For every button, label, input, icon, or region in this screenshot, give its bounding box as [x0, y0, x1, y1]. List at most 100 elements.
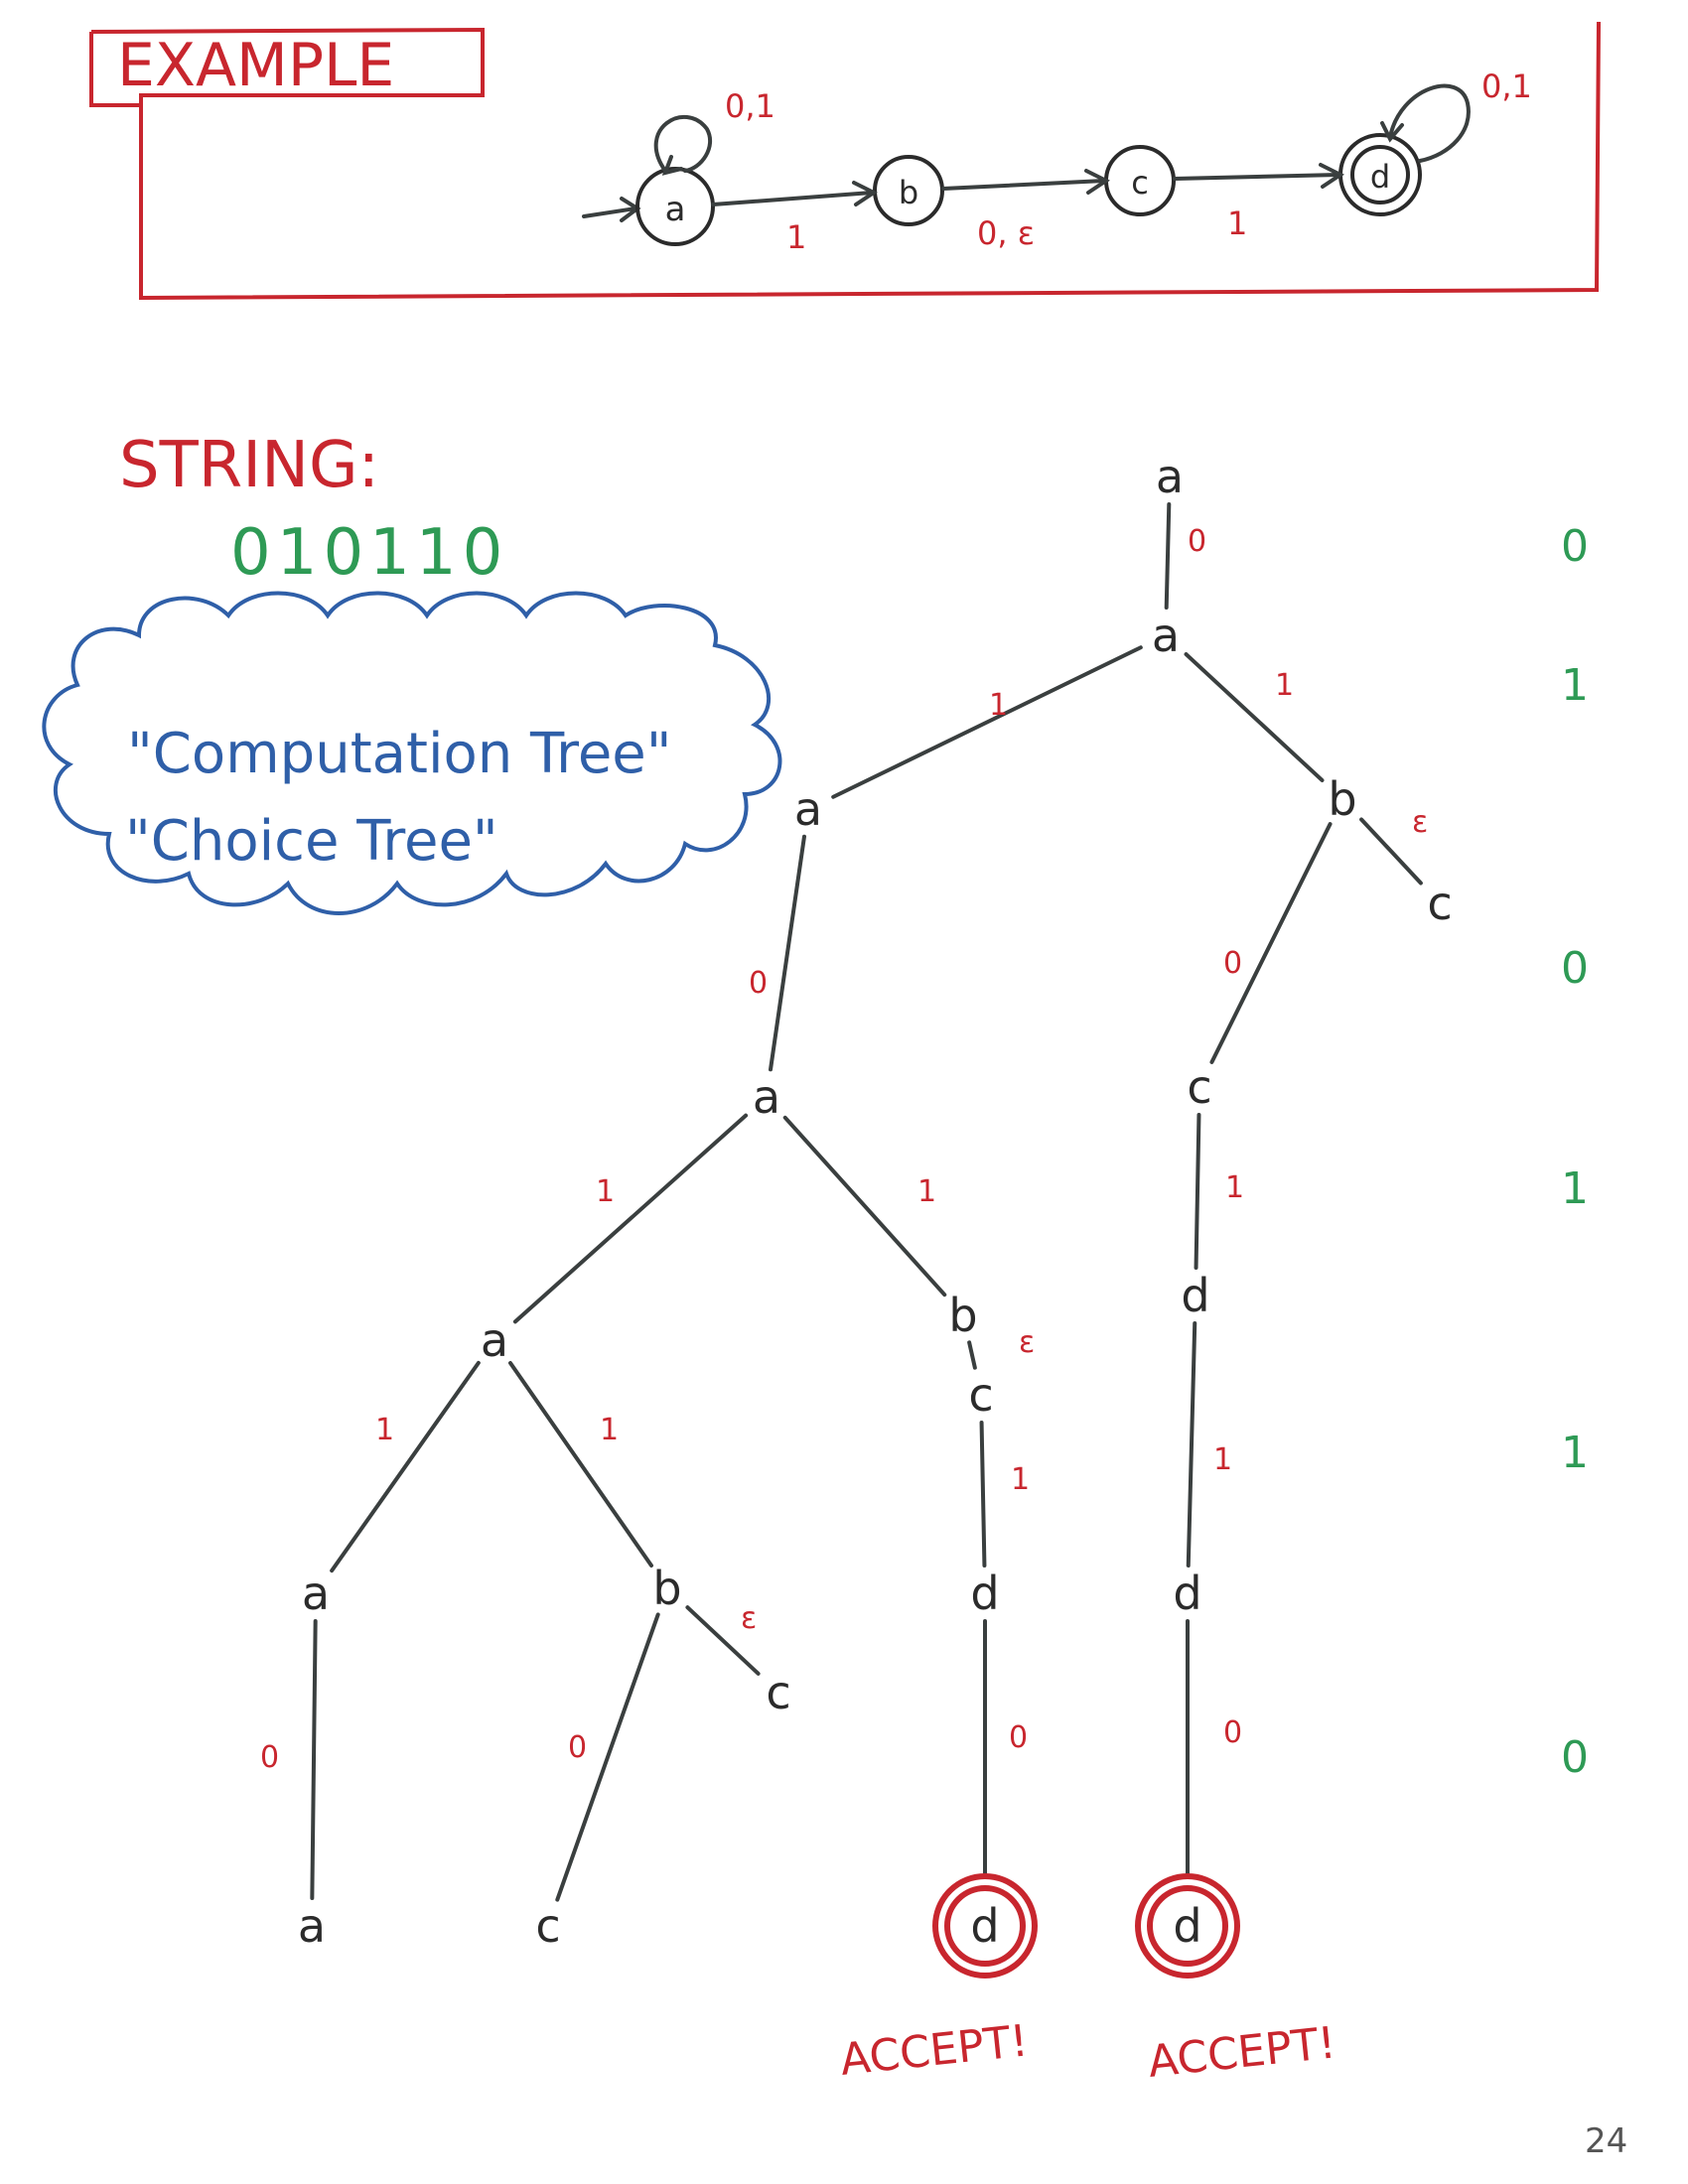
tree-edge-n1-n3: [1184, 652, 1325, 782]
tree-edge-n5-n7: [512, 1113, 749, 1324]
tree-edge-label-n12-n13: ε: [741, 1601, 757, 1636]
tree-edge-label-n10-n15: 1: [1213, 1442, 1232, 1477]
tree-edge-label-n1-n3: 1: [1275, 668, 1294, 703]
nfa-edge-a-b-head: [852, 181, 878, 206]
nfa-loop-d: [1388, 83, 1471, 163]
tree-node-n2: a: [794, 782, 822, 836]
tree-node-n14: d: [970, 1567, 999, 1620]
input-bit-5: 0: [1561, 1732, 1589, 1783]
tree-edge-n1-n2: [831, 645, 1143, 799]
accept-ring-n18-1: [944, 1885, 1026, 1967]
cloud-line-2: "Choice Tree": [125, 809, 498, 874]
example-heading: EXAMPLE: [117, 31, 394, 100]
input-bit-2: 0: [1561, 943, 1589, 994]
tree-edge-label-n9-n14: 1: [1011, 1462, 1030, 1497]
tree-node-n4: c: [1427, 877, 1452, 930]
nfa-edge-b-c: [941, 179, 1106, 191]
input-bit-1: 1: [1561, 660, 1589, 711]
tree-node-n11: a: [302, 1567, 330, 1620]
tree-edge-n6-n10: [1194, 1112, 1201, 1271]
accept-ring-n19-1: [1147, 1885, 1228, 1967]
example-frame: EXAMPLE: [89, 21, 1601, 301]
tree-edge-label-n1-n2: 1: [989, 688, 1008, 723]
tree-node-n9: c: [968, 1368, 993, 1422]
tree-edge-label-n5-n8: 1: [917, 1174, 936, 1209]
cloud-callout: "Computation Tree" "Choice Tree": [42, 591, 782, 915]
nfa-state-d-inner: [1350, 145, 1410, 205]
tree-edge-n2-n5: [769, 834, 806, 1072]
nfa-state-a-label: a: [665, 190, 686, 229]
tree-node-n10: d: [1181, 1269, 1209, 1322]
cloud-outline: [42, 591, 782, 915]
tree-edge-label-n14-n18: 0: [1009, 1720, 1028, 1755]
tree-node-n0: a: [1156, 450, 1184, 503]
cloud-line-1: "Computation Tree": [127, 722, 672, 786]
tree-edge-n8-n9: [967, 1340, 977, 1370]
tree-edge-n7-n11: [330, 1360, 481, 1573]
accept-label-left: ACCEPT!: [838, 2015, 1031, 2086]
tree-node-n6: c: [1187, 1060, 1211, 1114]
tree-edge-label-n7-n12: 1: [600, 1413, 619, 1447]
tree-node-n1: a: [1152, 609, 1180, 662]
nfa-state-b-label: b: [899, 174, 918, 211]
tree-node-n15: d: [1173, 1567, 1201, 1620]
tree-node-n7: a: [481, 1313, 508, 1367]
tree-edge-label-n3-n4: ε: [1412, 805, 1428, 840]
input-bit-3: 1: [1561, 1163, 1589, 1214]
tree-node-n5: a: [753, 1070, 780, 1124]
nfa-state-b: [873, 155, 944, 226]
example-box-outline: [90, 21, 1601, 301]
tree-node-n8: b: [948, 1289, 977, 1342]
tree-edge-label-n3-n6: 0: [1223, 946, 1242, 981]
tree-node-n3: b: [1328, 772, 1356, 826]
tree-edge-label-n7-n11: 1: [375, 1413, 394, 1447]
nfa-edge-b-c-head: [1084, 169, 1110, 195]
example-tab-outline: [89, 32, 141, 107]
nfa-loop-a: [653, 114, 713, 173]
tree-edge-label-n8-n9: ε: [1019, 1325, 1035, 1360]
tree-edge-n12-n13: [685, 1605, 761, 1676]
tree-edge-n10-n15: [1186, 1320, 1197, 1569]
page-number: 24: [1585, 2121, 1627, 2161]
tree-edge-n3-n4: [1359, 817, 1423, 886]
tree-edge-n0-n1: [1164, 501, 1172, 611]
nfa-state-d-label: d: [1370, 158, 1390, 196]
tree-node-n13: c: [766, 1666, 790, 1719]
input-bit-0: 0: [1561, 521, 1589, 572]
tree-edge-n12-n17: [555, 1612, 660, 1902]
tree-edge-label-n11-n16: 0: [260, 1740, 279, 1775]
tree-edge-label-n12-n17: 0: [568, 1730, 587, 1765]
string-label: STRING:: [119, 429, 379, 502]
string-value: 010110: [230, 516, 508, 590]
input-bit-4: 1: [1561, 1428, 1589, 1478]
tree-edge-label-n0-n1: 0: [1188, 524, 1206, 559]
tree-node-n16: a: [298, 1899, 326, 1953]
nfa-edge-a-b-label: 1: [786, 218, 806, 256]
accept-ring-n19-0: [1135, 1873, 1240, 1979]
nfa-edge-c-d-label: 1: [1227, 205, 1247, 242]
tree-edge-n11-n16: [310, 1618, 318, 1901]
tree-edge-label-n5-n7: 1: [596, 1174, 615, 1209]
tree-edge-n9-n14: [979, 1420, 987, 1569]
tree-node-n18: d: [970, 1899, 999, 1953]
tree-edge-n7-n12: [507, 1360, 654, 1569]
tree-edge-n3-n6: [1209, 822, 1333, 1064]
tree-edge-n5-n8: [782, 1115, 947, 1297]
start-arrow: [582, 206, 637, 218]
nfa-loop-a-head: [661, 155, 683, 176]
nfa-loop-d-head: [1380, 121, 1404, 143]
tree-node-n19: d: [1173, 1899, 1201, 1953]
nfa-state-c-label: c: [1131, 164, 1149, 202]
tree-node-n17: c: [535, 1899, 560, 1953]
nfa-edge-a-b: [711, 191, 874, 206]
nfa-edge-c-d-head: [1319, 163, 1344, 189]
nfa-loop-a-label: 0,1: [725, 87, 775, 125]
input-bits-column: 0 1 0 1 1 0: [1561, 521, 1589, 1783]
tree-node-n12: b: [652, 1562, 681, 1615]
nfa-diagram: a b c d 0,1 1 0, ε 1 0,1: [582, 68, 1532, 256]
accept-ring-n18-0: [932, 1873, 1038, 1979]
tree-edge-label-n2-n5: 0: [749, 966, 768, 1001]
tree-edge-label-n15-n19: 0: [1223, 1715, 1242, 1750]
